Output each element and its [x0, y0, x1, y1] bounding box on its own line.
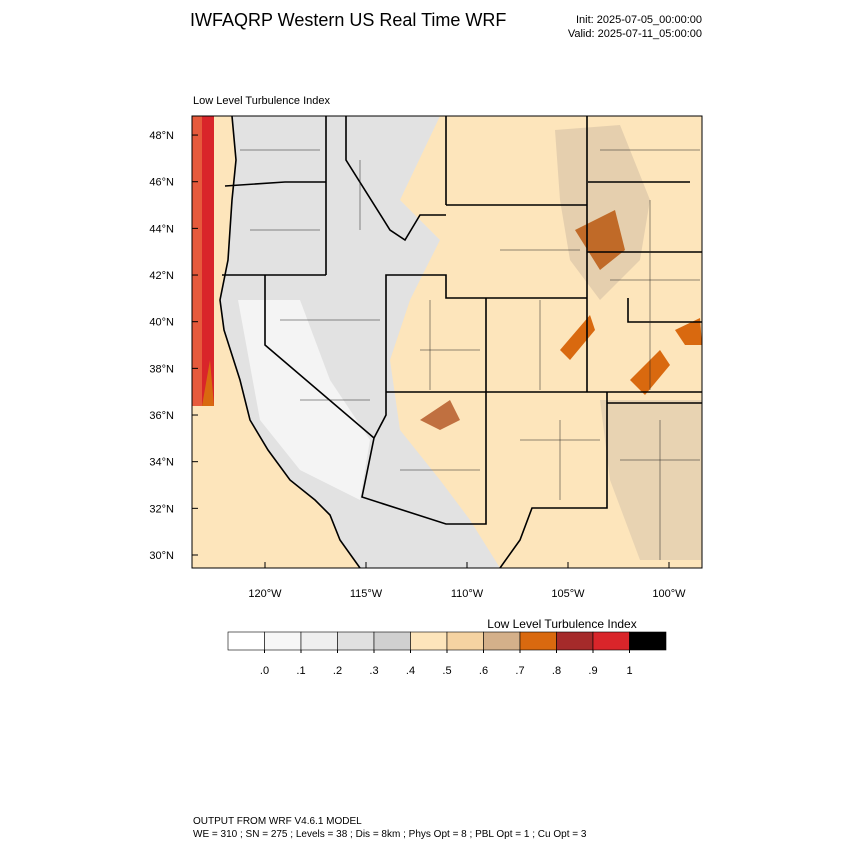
map-frame — [191, 115, 703, 569]
title: IWFAQRP Western US Real Time WRF — [190, 10, 506, 30]
colorbar-label: .1 — [296, 665, 305, 677]
colorbar-box — [337, 631, 375, 651]
colorbar-label: .7 — [515, 665, 524, 677]
colorbar-label: .5 — [442, 665, 451, 677]
colorbar-label: .2 — [333, 665, 342, 677]
lon-label: 105°W — [551, 588, 585, 600]
colorbar-label: .3 — [369, 665, 378, 677]
colorbar-label: .6 — [479, 665, 488, 677]
lat-label: 36°N — [149, 410, 174, 422]
map-subtitle: Low Level Turbulence Index — [193, 95, 330, 107]
lat-label: 38°N — [149, 363, 174, 375]
colorbar-box — [629, 631, 667, 651]
lon-label: 110°W — [451, 588, 484, 600]
footer-line: WE = 310 ; SN = 275 ; Levels = 38 ; Dis … — [193, 829, 587, 840]
colorbar-label: .9 — [588, 665, 597, 677]
colorbar-label: .0 — [260, 665, 269, 677]
colorbar-box — [519, 631, 557, 651]
map — [192, 116, 702, 568]
footer-line: OUTPUT FROM WRF V4.6.1 MODEL — [193, 816, 362, 827]
lat-label: 42°N — [149, 270, 174, 282]
colorbar-box — [264, 631, 302, 651]
colorbar-box — [446, 631, 484, 651]
lat-label: 40°N — [149, 317, 174, 329]
colorbar-box — [556, 631, 594, 651]
valid-time: Valid: 2025-07-11_05:00:00 — [568, 28, 702, 40]
lat-label: 44°N — [149, 223, 174, 235]
colorbar-box — [483, 631, 521, 651]
colorbar-label: .8 — [552, 665, 561, 677]
lon-label: 115°W — [350, 588, 383, 600]
colorbar-box — [227, 631, 265, 651]
colorbar-label: .4 — [406, 665, 415, 677]
colorbar-title: Low Level Turbulence Index — [487, 617, 636, 631]
lat-label: 30°N — [149, 550, 174, 562]
lat-label: 46°N — [149, 177, 174, 189]
lat-label: 32°N — [149, 503, 174, 515]
colorbar-box — [410, 631, 448, 651]
lon-label: 100°W — [652, 588, 686, 600]
lat-label: 48°N — [149, 130, 174, 142]
colorbar-label: 1 — [626, 665, 632, 677]
colorbar-box — [373, 631, 411, 651]
lon-label: 120°W — [248, 588, 282, 600]
colorbar-box — [300, 631, 338, 651]
lat-label: 34°N — [149, 457, 174, 469]
init-time: Init: 2025-07-05_00:00:00 — [576, 14, 702, 26]
colorbar-box — [592, 631, 630, 651]
